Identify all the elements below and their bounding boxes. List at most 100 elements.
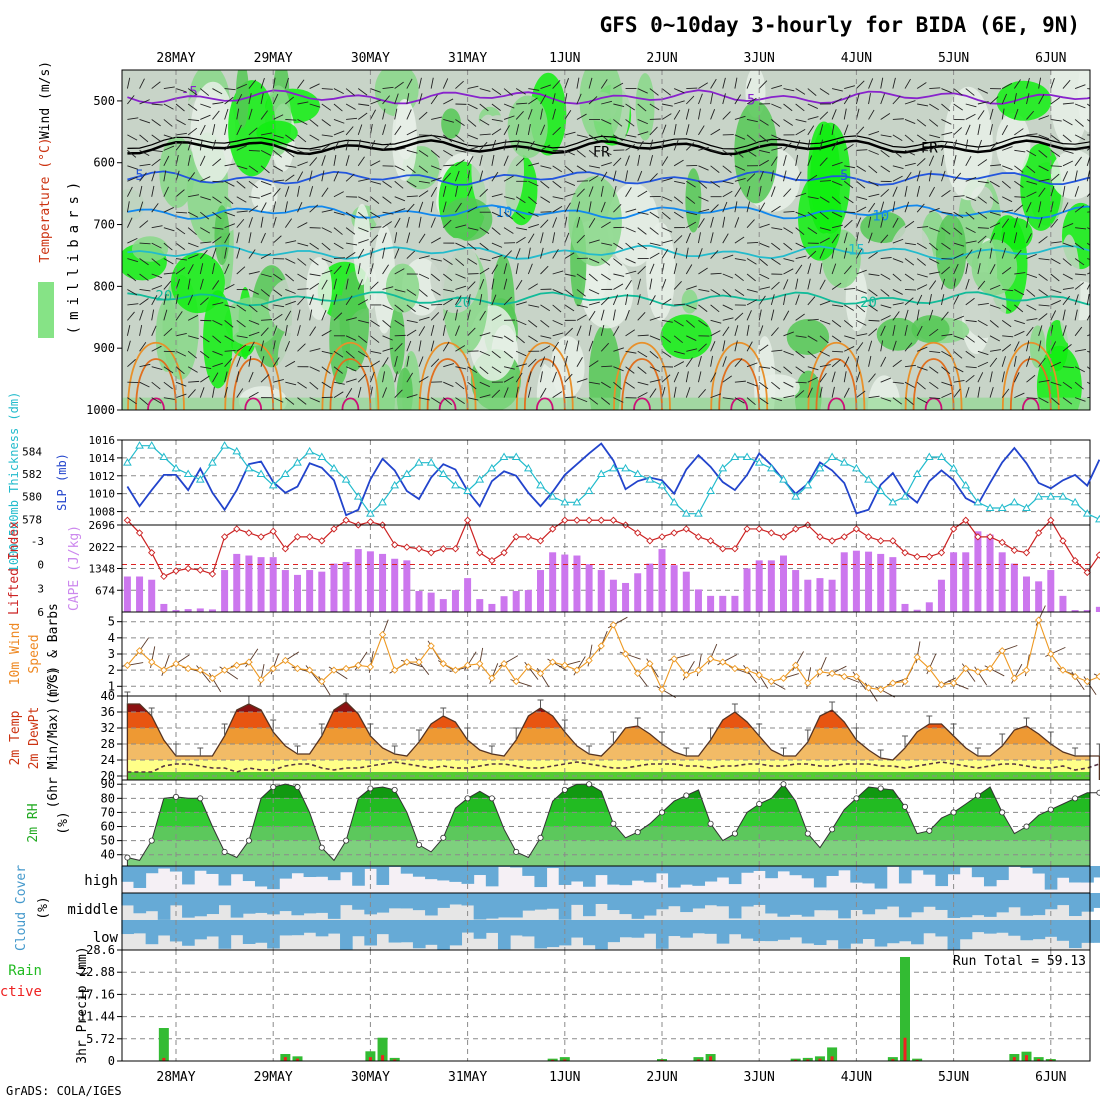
thickness-point xyxy=(147,441,157,449)
cloud-bar xyxy=(886,920,900,944)
wind-barb xyxy=(394,389,403,398)
wind-barb xyxy=(1026,253,1037,259)
wind-barb xyxy=(625,208,637,213)
wind-barb xyxy=(977,247,982,259)
y-tick-label: 36 xyxy=(101,705,115,719)
rh-point xyxy=(488,795,495,802)
wind-barb xyxy=(1062,185,1066,197)
wind-barb xyxy=(928,280,937,290)
wind-barb xyxy=(212,139,217,151)
cloud-bar xyxy=(157,893,171,920)
cape-bar xyxy=(366,551,374,612)
date-label-top: 4JUN xyxy=(841,51,872,66)
rh-patch xyxy=(369,166,415,235)
wind-barb xyxy=(248,217,253,228)
wind-barb xyxy=(248,127,258,136)
wind-barb xyxy=(273,114,284,120)
wind-barb xyxy=(187,172,196,182)
wind-barb xyxy=(175,189,185,198)
wind-barb xyxy=(661,350,672,358)
wind-barb xyxy=(661,278,667,290)
thickness-point xyxy=(766,463,776,472)
wind-barb xyxy=(358,239,369,244)
wind-barb xyxy=(819,180,831,182)
wind-barb xyxy=(1087,258,1090,260)
wind-barb xyxy=(382,335,393,341)
wind-barb xyxy=(819,248,825,259)
wind-barb xyxy=(941,381,953,386)
wind-barb xyxy=(200,375,210,383)
cloud-bar xyxy=(230,866,244,875)
wind-barb xyxy=(965,278,970,290)
wind-barb xyxy=(552,341,559,352)
surface-isotherm xyxy=(523,358,566,410)
wind-barb xyxy=(698,319,708,327)
wind-barb xyxy=(188,335,199,340)
rh-patch xyxy=(430,237,481,314)
cloud-bar xyxy=(728,893,742,919)
wind-barb xyxy=(139,99,150,105)
rh-patch xyxy=(568,176,622,267)
wind-barb xyxy=(127,303,139,306)
wind-barb xyxy=(212,263,216,275)
wind-barb xyxy=(819,211,829,220)
wind-barb xyxy=(612,309,616,321)
wind-barb xyxy=(333,140,340,151)
wind-barb xyxy=(224,124,228,135)
wind-barb xyxy=(212,362,223,368)
axis-label: (%) xyxy=(36,896,51,919)
wind-barb xyxy=(139,201,144,213)
wind-barb xyxy=(649,379,661,383)
wind-barb xyxy=(819,350,830,357)
wind-barb xyxy=(941,258,953,260)
wind-barb xyxy=(698,93,703,105)
wind-barb xyxy=(515,279,523,290)
thickness-point xyxy=(159,452,169,460)
wind-barb xyxy=(321,134,333,137)
wind-barb xyxy=(1074,258,1085,266)
wind-barb xyxy=(515,211,526,220)
wind-barb xyxy=(710,216,714,228)
wind-barb xyxy=(649,278,653,290)
wind-barb xyxy=(783,350,794,356)
wind-barb xyxy=(588,273,598,282)
wind-barb xyxy=(260,355,265,367)
wind-barb xyxy=(1013,232,1018,244)
wind-barb xyxy=(928,309,934,321)
wind-barb xyxy=(394,268,405,275)
wind-barb xyxy=(527,666,539,680)
wind-barb xyxy=(989,108,994,120)
wind-barb xyxy=(710,372,717,383)
cape-bar xyxy=(233,553,241,612)
cloud-bar xyxy=(789,893,803,915)
wind-barb xyxy=(187,366,198,373)
cape-bar xyxy=(707,595,715,612)
wind-barb xyxy=(661,239,673,244)
wind-barb xyxy=(187,242,199,248)
cloud-bar xyxy=(923,866,936,875)
wind-barb xyxy=(552,371,557,383)
wind-barb xyxy=(916,284,928,290)
cloud-bar xyxy=(911,866,924,871)
wind-barb xyxy=(406,232,411,244)
cloud-bar xyxy=(449,893,463,905)
wind-barb xyxy=(1086,192,1090,198)
thickness-point xyxy=(694,509,703,517)
cloud-bar xyxy=(862,866,876,884)
wind-barb xyxy=(273,397,284,403)
wind-barb xyxy=(516,363,527,368)
wind-barb xyxy=(139,172,147,182)
wind-barb xyxy=(345,335,357,341)
cape-bar xyxy=(670,565,678,612)
wind-barb xyxy=(418,165,429,173)
rh-patch xyxy=(734,100,778,204)
wind-barb xyxy=(552,355,556,367)
li-tick-label: 0 xyxy=(37,559,44,572)
wind-barb xyxy=(843,124,849,136)
wind-barb xyxy=(370,196,380,204)
wind-barb xyxy=(965,113,976,120)
wind-barb xyxy=(297,101,309,105)
wind-barb xyxy=(977,124,981,135)
wind-barb xyxy=(236,108,240,120)
